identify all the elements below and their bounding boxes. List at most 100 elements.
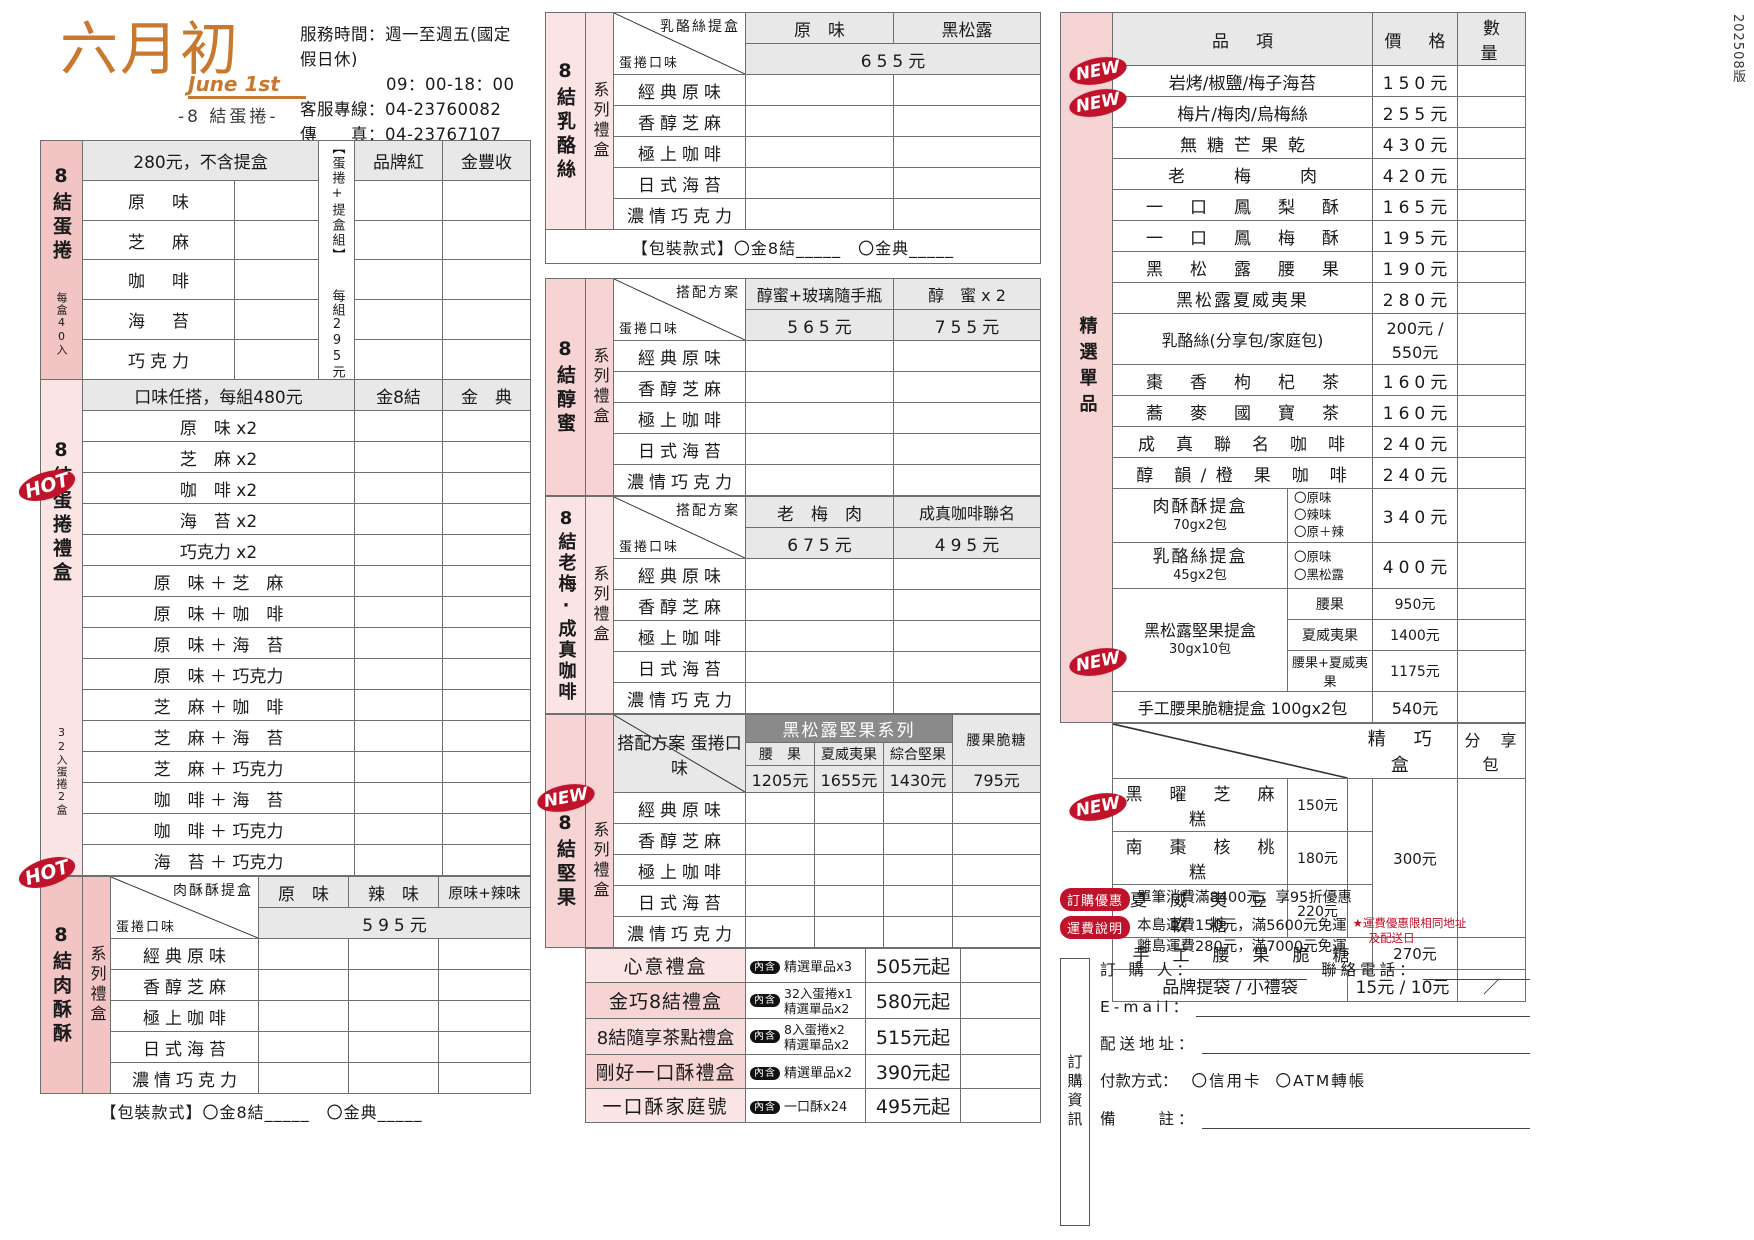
qty-cell[interactable] (1457, 778, 1526, 938)
qty-cell[interactable] (442, 813, 532, 845)
qty-cell[interactable] (960, 982, 1041, 1019)
qty-cell[interactable] (952, 916, 1041, 948)
cheesebox-options[interactable]: 〇原味 〇黑松露 (1287, 542, 1373, 589)
qty-cell[interactable] (883, 823, 953, 855)
qty-cell[interactable] (1457, 189, 1526, 221)
qty-cell[interactable] (883, 885, 953, 917)
qty-cell[interactable] (893, 682, 1041, 714)
qty-cell[interactable] (233, 299, 320, 341)
qty-cell[interactable] (442, 751, 532, 783)
qty-cell[interactable] (814, 916, 884, 948)
qty-cell[interactable] (438, 1031, 531, 1063)
qty-cell[interactable] (354, 720, 444, 752)
qty-cell[interactable] (258, 1062, 349, 1094)
porkfloss-packing-note[interactable]: 【包裝款式】〇金8結_____ 〇金典_____ (100, 1102, 423, 1122)
qty-cell[interactable] (1457, 457, 1526, 489)
qty-cell[interactable] (348, 1062, 439, 1094)
qty-cell[interactable] (893, 651, 1041, 683)
qty-cell[interactable] (745, 136, 894, 168)
qty-cell[interactable] (1457, 127, 1526, 159)
qty-cell[interactable] (883, 916, 953, 948)
qty-cell[interactable] (960, 948, 1041, 983)
qty-cell[interactable] (1457, 619, 1526, 651)
qty-cell[interactable] (814, 885, 884, 917)
qty-cell[interactable] (438, 1062, 531, 1094)
qty-cell[interactable] (354, 219, 444, 261)
qty-cell[interactable] (952, 792, 1041, 824)
address-input[interactable] (1201, 1036, 1530, 1054)
qty-cell[interactable] (745, 371, 894, 403)
qty-cell[interactable] (354, 410, 444, 442)
qty-cell[interactable] (258, 938, 349, 970)
qty-cell[interactable] (745, 167, 894, 199)
qty-cell[interactable] (1457, 588, 1526, 620)
qty-cell[interactable] (442, 179, 532, 221)
qty-cell[interactable] (1347, 831, 1373, 885)
qty-cell[interactable] (1457, 313, 1526, 365)
qty-cell[interactable] (442, 503, 532, 535)
qty-cell[interactable] (883, 854, 953, 886)
qty-cell[interactable] (348, 969, 439, 1001)
qty-cell[interactable] (745, 558, 894, 590)
qty-cell[interactable] (354, 689, 444, 721)
email-input[interactable] (1196, 999, 1530, 1017)
qty-cell[interactable] (893, 433, 1041, 465)
qty-cell[interactable] (354, 472, 444, 504)
qty-cell[interactable] (354, 299, 444, 341)
payment-option-atm[interactable]: 〇ATM轉帳 (1275, 1072, 1367, 1090)
qty-cell[interactable] (814, 792, 884, 824)
qty-cell[interactable] (354, 627, 444, 659)
qty-cell[interactable] (893, 620, 1041, 652)
qty-cell[interactable] (442, 720, 532, 752)
qty-cell[interactable] (354, 259, 444, 301)
qty-cell[interactable] (745, 651, 894, 683)
qty-cell[interactable] (893, 589, 1041, 621)
qty-cell[interactable] (893, 198, 1041, 230)
qty-cell[interactable] (745, 198, 894, 230)
name-input[interactable] (1199, 962, 1308, 980)
qty-cell[interactable] (354, 782, 444, 814)
qty-cell[interactable] (893, 167, 1041, 199)
qty-cell[interactable] (354, 534, 444, 566)
qty-cell[interactable] (1347, 884, 1373, 938)
qty-cell[interactable] (442, 627, 532, 659)
remark-input[interactable] (1201, 1111, 1530, 1129)
qty-cell[interactable] (354, 339, 444, 380)
qty-cell[interactable] (893, 464, 1041, 496)
qty-cell[interactable] (442, 339, 532, 380)
qty-cell[interactable] (354, 658, 444, 690)
qty-cell[interactable] (233, 179, 320, 221)
payment-option-credit[interactable]: 〇信用卡 (1191, 1072, 1262, 1090)
qty-cell[interactable] (442, 596, 532, 628)
qty-cell[interactable] (442, 219, 532, 261)
cheese-packing-note[interactable]: 【包裝款式】〇金8結_____ 〇金典_____ (545, 229, 1041, 264)
qty-cell[interactable] (354, 503, 444, 535)
qty-cell[interactable] (893, 105, 1041, 137)
qty-cell[interactable] (354, 441, 444, 473)
qty-cell[interactable] (442, 441, 532, 473)
qty-cell[interactable] (745, 885, 815, 917)
qty-cell[interactable] (442, 299, 532, 341)
qty-cell[interactable] (745, 105, 894, 137)
qty-cell[interactable] (1457, 542, 1526, 589)
qty-cell[interactable] (814, 854, 884, 886)
qty-cell[interactable] (960, 1088, 1041, 1123)
qty-cell[interactable] (745, 464, 894, 496)
qty-cell[interactable] (1457, 96, 1526, 128)
qty-cell[interactable] (354, 179, 444, 221)
qty-cell[interactable] (745, 916, 815, 948)
qty-cell[interactable] (442, 565, 532, 597)
porkbox-options[interactable]: 〇原味 〇辣味 〇原＋辣 (1287, 488, 1373, 543)
qty-cell[interactable] (745, 402, 894, 434)
qty-cell[interactable] (1457, 158, 1526, 190)
qty-cell[interactable] (960, 1018, 1041, 1055)
qty-cell[interactable] (1457, 691, 1526, 723)
qty-cell[interactable] (442, 472, 532, 504)
qty-cell[interactable] (893, 402, 1041, 434)
qty-cell[interactable] (354, 565, 444, 597)
qty-cell[interactable] (438, 969, 531, 1001)
qty-cell[interactable] (258, 1031, 349, 1063)
qty-cell[interactable] (745, 433, 894, 465)
qty-cell[interactable] (442, 782, 532, 814)
qty-cell[interactable] (745, 854, 815, 886)
